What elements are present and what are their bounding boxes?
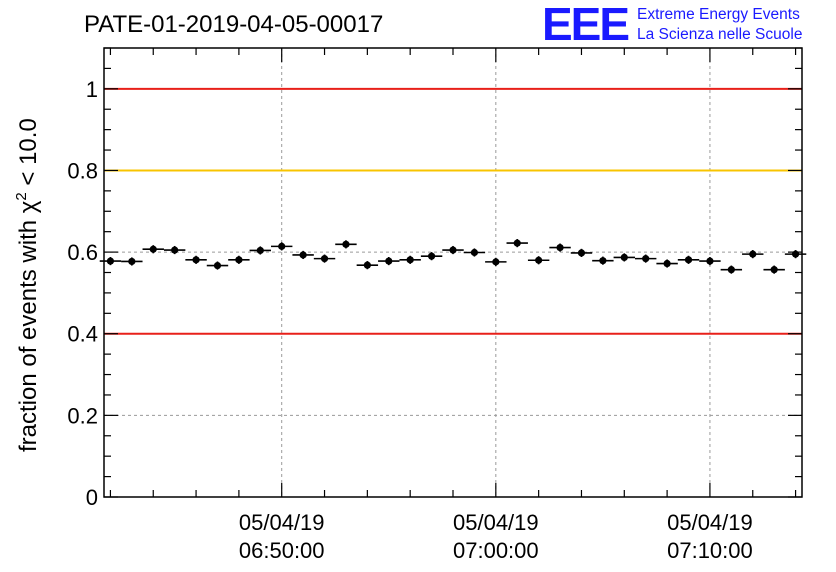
data-marker xyxy=(642,255,650,263)
data-point xyxy=(613,253,635,262)
x-tick-label-time: 07:00:00 xyxy=(453,538,539,563)
data-marker xyxy=(171,246,179,254)
data-marker xyxy=(513,239,521,247)
data-point xyxy=(228,255,250,264)
data-marker xyxy=(556,244,564,252)
data-marker xyxy=(406,256,414,264)
data-point xyxy=(506,239,528,248)
data-point xyxy=(249,246,272,255)
data-marker xyxy=(320,255,329,263)
data-marker xyxy=(128,257,136,266)
data-marker xyxy=(535,256,543,264)
x-tick-labels: 05/04/19 06:50:00 05/04/19 07:00:00 05/04/19… xyxy=(239,510,753,563)
data-marker xyxy=(470,248,479,257)
data-marker xyxy=(256,246,264,255)
data-point xyxy=(163,245,186,255)
data-marker xyxy=(106,257,115,265)
data-marker xyxy=(385,257,393,265)
data-marker xyxy=(363,261,371,269)
data-marker xyxy=(770,266,778,274)
data-marker xyxy=(213,261,222,270)
y-tick-label: 0.2 xyxy=(67,403,98,428)
data-point xyxy=(742,250,764,259)
logo-line-2: La Scienza nelle Scuole xyxy=(637,26,802,43)
data-point xyxy=(399,255,421,264)
plot-frame xyxy=(103,47,803,498)
data-point xyxy=(699,256,721,266)
eee-logo: EEE Extreme Energy Events La Scienza nel… xyxy=(542,0,802,50)
chart-title: PATE-01-2019-04-05-00017 xyxy=(84,11,383,38)
grid-lines xyxy=(104,48,802,497)
data-marker xyxy=(235,256,243,264)
x-tick-label-time: 06:50:00 xyxy=(239,538,325,563)
data-point xyxy=(335,240,357,249)
data-point xyxy=(185,255,207,264)
data-marker xyxy=(492,258,500,266)
data-point xyxy=(271,242,293,251)
data-point xyxy=(634,254,657,263)
data-point xyxy=(463,248,486,257)
y-axis-label: fraction of events with χ2 < 10.0 xyxy=(13,118,42,452)
data-marker xyxy=(449,246,457,254)
data-marker xyxy=(663,259,671,268)
data-point xyxy=(442,245,464,255)
data-marker xyxy=(599,257,607,265)
x-tick-label-time: 07:10:00 xyxy=(667,538,753,563)
data-point xyxy=(378,256,400,266)
data-marker xyxy=(706,257,714,265)
data-series xyxy=(99,239,807,274)
reference-lines xyxy=(104,87,802,335)
data-point xyxy=(206,261,229,270)
data-marker xyxy=(427,252,436,260)
y-tick-label: 0.4 xyxy=(67,322,98,347)
y-tick-label: 0 xyxy=(86,485,98,510)
data-point xyxy=(570,248,593,257)
data-point xyxy=(549,243,571,252)
data-marker xyxy=(278,242,286,250)
data-marker xyxy=(749,250,757,258)
data-point xyxy=(592,256,614,265)
data-point xyxy=(121,257,143,266)
x-tick-label-date: 05/04/19 xyxy=(239,510,325,535)
data-point xyxy=(356,261,379,270)
data-point xyxy=(99,256,122,266)
data-point xyxy=(527,256,550,265)
data-point xyxy=(677,255,700,264)
data-marker xyxy=(342,240,350,248)
data-point xyxy=(720,265,743,274)
y-tick-label: 0.8 xyxy=(67,158,98,183)
data-point xyxy=(142,245,164,254)
data-marker xyxy=(299,251,307,259)
data-marker xyxy=(684,256,693,264)
axis-ticks xyxy=(104,47,802,498)
x-tick-label-date: 05/04/19 xyxy=(453,510,539,535)
logo-mark: EEE xyxy=(542,0,628,50)
data-marker xyxy=(149,245,157,253)
data-marker xyxy=(727,266,735,274)
y-tick-labels: 0 0.2 0.4 0.6 0.8 1 xyxy=(67,77,98,510)
data-point xyxy=(763,265,785,274)
data-point xyxy=(420,252,443,261)
y-tick-label: 0.6 xyxy=(67,240,98,265)
data-point xyxy=(656,259,678,268)
data-point xyxy=(292,250,314,260)
data-marker xyxy=(577,249,586,257)
data-marker xyxy=(192,256,200,264)
x-tick-label-date: 05/04/19 xyxy=(667,510,753,535)
data-point xyxy=(485,257,507,266)
y-tick-label: 1 xyxy=(86,77,98,102)
data-point xyxy=(313,254,336,263)
logo-line-1: Extreme Energy Events xyxy=(637,6,800,23)
data-point xyxy=(784,250,807,259)
data-marker xyxy=(620,253,628,261)
